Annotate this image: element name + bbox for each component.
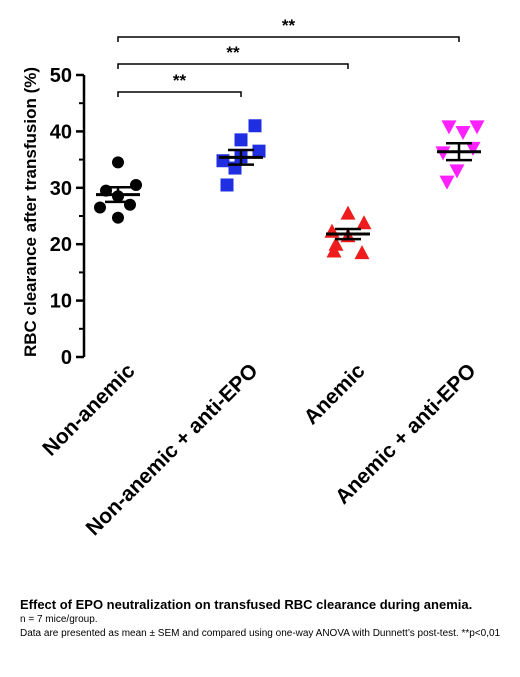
- figure-caption: Effect of EPO neutralization on transfus…: [20, 596, 515, 641]
- data-point: [439, 175, 455, 190]
- y-axis-label: RBC clearance after transfusion (%): [21, 67, 40, 357]
- y-axis: [76, 73, 86, 359]
- caption-statistics: Data are presented as mean ± SEM and com…: [20, 628, 501, 639]
- data-point: [220, 178, 234, 192]
- y-tick-label: 50: [50, 65, 72, 87]
- y-tick-label: 10: [50, 291, 72, 313]
- data-point: [324, 223, 340, 238]
- dot-plot-chart: ** ** ** 0 10 20 30 40 50 Non-anemicNon-anemic …: [21, 16, 485, 540]
- data-point: [124, 198, 136, 211]
- y-tick-labels: 0 10 20 30 40 50: [50, 65, 72, 369]
- data-point: [234, 133, 248, 147]
- data-point: [112, 211, 124, 224]
- significance-label: **: [282, 16, 296, 35]
- data-point: [94, 201, 106, 214]
- data-points: [94, 119, 485, 260]
- data-point: [441, 120, 457, 135]
- y-tick-label: 40: [50, 121, 72, 143]
- y-tick-label: 20: [50, 234, 72, 256]
- x-category-label: Non-anemic: [38, 359, 139, 460]
- significance-bracket: [117, 91, 242, 97]
- data-point: [340, 205, 356, 220]
- data-point: [449, 164, 465, 179]
- significance-bracket: [117, 36, 460, 42]
- data-point: [248, 119, 262, 133]
- significance-bracket: [117, 63, 349, 69]
- mean-sem-bars: [96, 141, 481, 241]
- significance-label: **: [173, 71, 187, 90]
- data-point: [130, 178, 142, 191]
- data-point: [455, 126, 471, 141]
- data-point: [435, 146, 451, 161]
- caption-title: Effect of EPO neutralization on transfus…: [20, 597, 473, 612]
- x-category-label: Anemic: [300, 359, 370, 429]
- data-point: [354, 245, 370, 260]
- significance-label: **: [226, 43, 240, 62]
- data-point: [252, 144, 266, 158]
- data-point: [465, 141, 481, 156]
- data-point: [112, 156, 124, 169]
- data-point: [326, 243, 342, 258]
- y-tick-label: 30: [50, 178, 72, 200]
- caption-sample-size: n = 7 mice/group.: [20, 614, 98, 625]
- y-tick-label: 0: [61, 347, 72, 369]
- data-point: [356, 215, 372, 230]
- significance-brackets: ** ** **: [117, 16, 460, 97]
- data-point: [469, 120, 485, 135]
